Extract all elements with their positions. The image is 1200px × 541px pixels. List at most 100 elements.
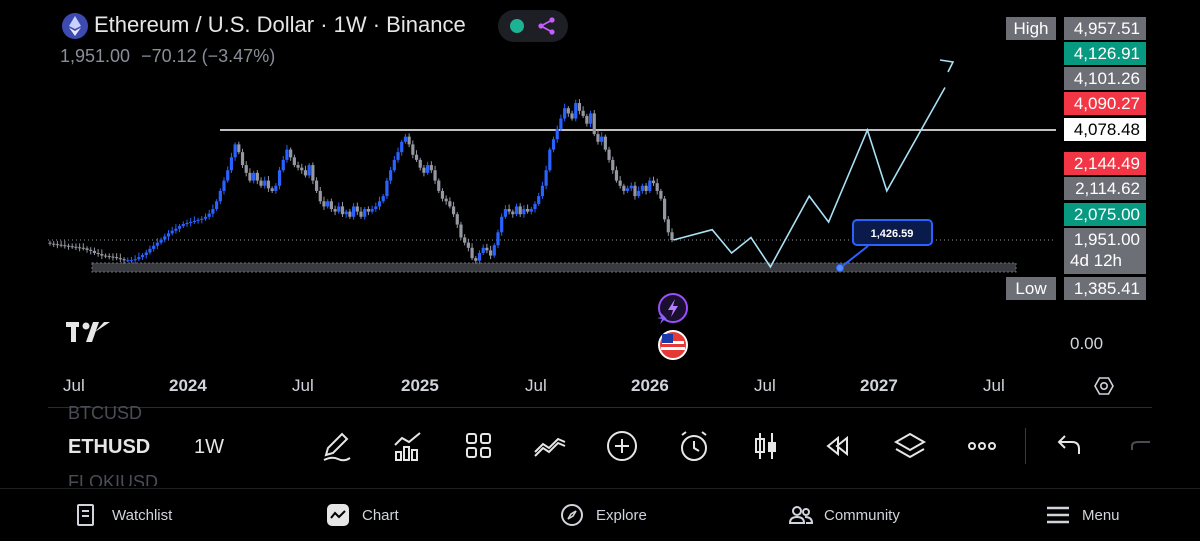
symbol-title[interactable]: Ethereum / U.S. Dollar · 1W · Binance — [94, 12, 466, 37]
candle-body — [637, 190, 641, 197]
layers-icon[interactable] — [892, 428, 928, 464]
symbol-prev[interactable]: BTCUSD — [68, 403, 143, 421]
draw-pen-icon[interactable] — [318, 428, 354, 464]
candle-body — [215, 201, 219, 210]
candle-body — [96, 252, 100, 255]
alarm-clock-icon[interactable] — [676, 428, 712, 464]
candle-body — [570, 113, 574, 119]
redo-icon[interactable] — [1124, 428, 1150, 464]
chart-settings-icon[interactable] — [1094, 377, 1114, 395]
candle-body — [166, 233, 171, 237]
candle-body — [563, 108, 567, 119]
candle-body — [185, 222, 189, 225]
nav-chart[interactable]: Chart — [326, 503, 416, 529]
candle-body — [270, 188, 274, 191]
community-icon — [788, 506, 814, 524]
us-flag-event-icon[interactable] — [658, 330, 688, 360]
candle-body — [307, 165, 311, 176]
nav-menu-label: Menu — [1082, 507, 1120, 524]
candle-body — [274, 185, 278, 191]
candle-body — [211, 209, 215, 214]
candlestick-type-icon[interactable] — [748, 428, 784, 464]
callout-anchor[interactable] — [836, 264, 844, 272]
nav-watchlist[interactable]: Watchlist — [76, 503, 186, 529]
candle-body — [633, 185, 637, 197]
candle-body — [370, 209, 374, 212]
candle-body — [566, 108, 570, 114]
candle-body — [548, 149, 552, 171]
candle-body — [644, 185, 648, 191]
candle-body — [59, 244, 63, 246]
candle-body — [74, 246, 78, 248]
candle-body — [407, 136, 411, 145]
support-zone[interactable] — [91, 262, 1017, 273]
candle-body — [203, 216, 208, 219]
candle-body — [81, 247, 85, 249]
candle-body — [622, 185, 626, 191]
candle-body — [170, 230, 174, 234]
candle-body — [348, 211, 352, 217]
candle-body — [144, 252, 148, 256]
candle-body — [196, 219, 200, 221]
candle-body — [237, 144, 241, 153]
current-price: 1,951.00 — [60, 46, 131, 66]
candle-body — [659, 190, 663, 199]
candle-body — [403, 136, 408, 142]
more-options-icon[interactable] — [964, 428, 1000, 464]
candle-body — [466, 242, 470, 248]
layouts-grid-icon[interactable] — [461, 428, 497, 464]
candle-body — [588, 113, 593, 124]
nav-explore[interactable]: Explore — [560, 503, 660, 529]
callout-box[interactable] — [852, 219, 933, 246]
price-label-4090: 4,090.27 — [1064, 92, 1146, 115]
compass-icon — [561, 504, 583, 526]
time-label-jul-2024: Jul — [292, 376, 314, 395]
candle-body — [488, 250, 493, 256]
toolbar-divider — [1025, 428, 1026, 464]
symbol-next[interactable]: FLOKIUSD — [68, 472, 159, 486]
candle-body — [52, 243, 56, 245]
nav-community[interactable]: Community — [788, 503, 918, 529]
market-status-pill[interactable] — [498, 10, 568, 42]
candle-body — [192, 220, 196, 222]
candle-body — [340, 206, 345, 215]
price-label-4101: 4,101.26 — [1064, 67, 1146, 90]
candle-body — [351, 206, 356, 217]
candle-body — [444, 198, 448, 202]
candle-body — [118, 258, 122, 260]
callout-pointer — [839, 245, 869, 269]
candle-body — [174, 228, 178, 231]
price-chart[interactable]: 1,426.59 — [0, 0, 1200, 405]
candle-body — [126, 260, 130, 262]
bottom-navigation: Watchlist Chart Explore Community Menu — [0, 488, 1200, 541]
undo-icon[interactable] — [1050, 428, 1086, 464]
nav-chart-label: Chart — [362, 507, 399, 524]
candles-group — [48, 99, 674, 265]
candle-body — [625, 188, 630, 191]
price-change-line: 1,951.00 −70.12 (−3.47%) — [60, 46, 275, 67]
add-plus-icon[interactable] — [604, 428, 640, 464]
candle-body — [311, 165, 315, 181]
symbol-current[interactable]: ETHUSD — [68, 436, 151, 458]
candle-body — [392, 159, 396, 171]
candle-body — [592, 113, 596, 135]
replay-rewind-icon[interactable] — [820, 428, 856, 464]
chart-area[interactable]: 1,426.59 Et — [0, 0, 1200, 405]
projection-arrowhead — [939, 59, 955, 73]
nav-menu[interactable]: Menu — [1046, 503, 1136, 529]
candle-body — [255, 172, 259, 181]
candle-body — [463, 237, 467, 243]
candle-body — [200, 218, 204, 220]
candle-body — [233, 144, 237, 158]
candle-body — [48, 242, 52, 244]
nav-watchlist-label: Watchlist — [112, 507, 173, 524]
projection-path[interactable] — [673, 87, 946, 269]
candle-body — [670, 232, 674, 240]
compare-icon[interactable] — [532, 428, 568, 464]
candle-body — [381, 196, 385, 202]
candle-body — [640, 185, 644, 191]
interval[interactable]: 1W — [194, 436, 224, 458]
indicators-icon[interactable] — [390, 428, 426, 464]
lightning-event-icon[interactable] — [657, 293, 688, 324]
candle-body — [63, 245, 67, 247]
